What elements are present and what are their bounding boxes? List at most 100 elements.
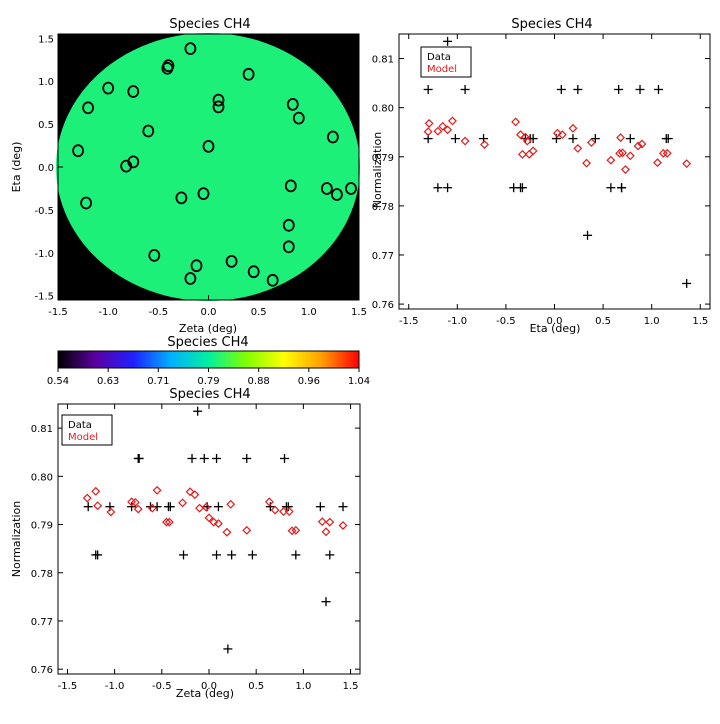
map-point: [212, 100, 225, 114]
eta-model-point: [552, 128, 562, 138]
eta-xtick-label: 0.5: [595, 316, 611, 327]
zeta-model-point: [106, 507, 116, 517]
eta-marks: [423, 36, 692, 288]
map-point: [266, 273, 279, 287]
eta-xtick-label: -1.5: [399, 316, 419, 327]
zeta-data-point: [127, 502, 137, 512]
map-xlabel: Zeta (deg): [179, 322, 237, 335]
map-disk: [56, 33, 360, 301]
eta-model-point: [424, 118, 434, 128]
eta-xtick-label: 1.0: [644, 316, 660, 327]
eta-data-point: [528, 134, 538, 144]
map-ytick-label: -0.5: [34, 206, 54, 217]
eta-title: Species CH4: [511, 17, 592, 32]
eta-ytick-label: 0.79: [372, 153, 394, 164]
zeta-model-point: [279, 507, 289, 516]
eta-data-point: [443, 183, 453, 193]
map-point: [80, 196, 92, 210]
zeta-xticks: -1.5 -1.0 -0.5 0.0 0.5 1.0 1.5: [58, 404, 359, 692]
zeta-data-point: [338, 502, 348, 512]
zeta-legend-box: [61, 414, 113, 446]
eta-model-point: [433, 126, 443, 136]
zeta-legend-data: Data: [68, 420, 92, 431]
eta-data-point: [423, 84, 433, 94]
eta-xlabel: Eta (deg): [530, 322, 581, 335]
zeta-model-point: [209, 517, 219, 527]
colorbar: Species CH4 0.54 0.63 0.71 0.79 0.88 0.96 1.04: [47, 335, 370, 387]
map-point: [282, 218, 295, 232]
zeta-data-point: [321, 597, 331, 607]
zeta-model-point: [321, 527, 331, 537]
eta-model-point: [448, 116, 457, 126]
colorbar-tick-label: 0.71: [147, 376, 169, 387]
eta-data-point: [568, 134, 578, 144]
eta-data-point: [653, 84, 663, 94]
eta-data-point: [590, 134, 600, 144]
zeta-model-point: [338, 521, 348, 530]
map-xtick-label: 1.5: [351, 307, 367, 318]
map-point: [330, 188, 343, 201]
colorbar-tick-label: 0.88: [248, 376, 270, 387]
zeta-model-point: [291, 525, 301, 535]
zeta-panel: Species CH4 -1.5 -1.0 -0.5 0.0 0.5 1.0 1.5 0.7…: [10, 387, 361, 700]
zeta-legend-model: Model: [68, 432, 98, 443]
zeta-model-point: [284, 507, 294, 516]
map-xtick-label: 0.5: [251, 307, 267, 318]
eta-xtick-label: 1.5: [692, 316, 708, 327]
eta-model-point: [662, 148, 672, 158]
eta-model-point: [443, 125, 453, 135]
colorbar-tick-label: 1.04: [348, 376, 370, 387]
map-point: [286, 98, 299, 111]
map-ytick-label: -1.0: [34, 249, 54, 260]
map-point: [282, 240, 295, 254]
zeta-xtick-label: 0.5: [248, 681, 264, 692]
zeta-model-point: [204, 513, 214, 523]
eta-model-point: [625, 151, 635, 161]
eta-data-point: [614, 84, 624, 94]
zeta-xtick-label: 1.5: [343, 681, 359, 692]
eta-frame: [398, 33, 711, 310]
eta-xticks: -1.5 -1.0 -0.5 0.0 0.5 1.0 1.5: [399, 34, 708, 327]
zeta-data-point: [212, 453, 222, 463]
zeta-data-point: [315, 502, 325, 512]
eta-model-point: [615, 148, 625, 158]
eta-data-point: [625, 134, 635, 144]
map-ylabel: Eta (deg): [10, 142, 23, 193]
eta-data-point: [606, 183, 616, 193]
eta-model-point: [582, 158, 592, 168]
map-point: [326, 130, 339, 144]
zeta-model-point: [82, 493, 92, 503]
zeta-data-point: [242, 453, 252, 463]
eta-model-point: [618, 148, 627, 158]
zeta-marks: [82, 406, 348, 654]
eta-model-point: [557, 130, 567, 140]
zeta-data-point: [199, 453, 209, 463]
map-ytick-label: 1.5: [38, 34, 54, 45]
eta-data-point: [433, 183, 443, 193]
zeta-data-point: [213, 502, 223, 512]
eta-data-point: [617, 183, 627, 193]
zeta-model-point: [133, 504, 143, 514]
zeta-data-point: [223, 644, 233, 654]
map-point: [82, 101, 94, 115]
eta-ytick-label: 0.77: [372, 251, 394, 262]
eta-model-point: [511, 117, 521, 127]
zeta-xtick-label: 1.0: [295, 681, 311, 692]
zeta-xlabel: Zeta (deg): [176, 687, 234, 700]
map-ytick-label: -1.5: [34, 292, 54, 303]
eta-model-point: [528, 146, 538, 156]
zeta-model-point: [164, 517, 174, 527]
map-panel: Species CH4 -1.5 -1.0 -0.5 0.0 0.5 1.0 1.5 -1.…: [10, 17, 367, 335]
zeta-xtick-label: -1.0: [105, 681, 125, 692]
eta-xtick-label: -1.0: [448, 316, 468, 327]
map-point: [197, 187, 210, 201]
zeta-data-point: [247, 550, 257, 560]
eta-data-point: [682, 278, 692, 288]
zeta-data-point: [179, 550, 189, 560]
eta-model-point: [586, 138, 596, 147]
eta-model-point: [480, 140, 489, 149]
eta-legend-box: [420, 46, 472, 78]
eta-model-point: [573, 143, 583, 153]
zeta-model-point: [147, 503, 157, 513]
zeta-data-point: [212, 550, 222, 560]
